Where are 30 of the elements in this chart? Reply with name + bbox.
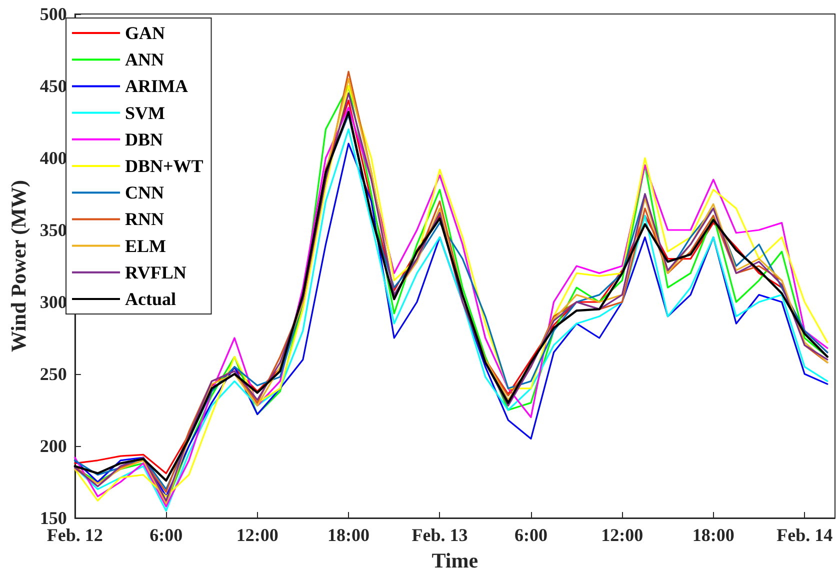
legend-label: DBN+WT — [125, 156, 204, 176]
legend-label: RNN — [125, 209, 164, 230]
y-tick-label: 350 — [40, 220, 67, 240]
legend-label: ANN — [125, 50, 164, 70]
y-tick-label: 400 — [40, 148, 67, 168]
x-tick-label: Feb. 14 — [776, 525, 833, 545]
x-tick-label: 18:00 — [692, 525, 734, 545]
legend-label: DBN — [125, 129, 164, 150]
x-tick-label: 6:00 — [150, 525, 183, 545]
legend-label: ELM — [125, 236, 166, 256]
legend-label: SVM — [125, 102, 166, 123]
y-tick-label: 450 — [40, 76, 67, 96]
y-tick-label: 250 — [40, 364, 67, 384]
legend-label: Actual — [125, 289, 176, 309]
legend-label: ARIMA — [125, 76, 188, 96]
x-tick-label: Feb. 13 — [412, 525, 468, 545]
y-tick-label: 300 — [40, 292, 67, 312]
x-tick-label: 18:00 — [328, 525, 370, 545]
x-tick-label: 12:00 — [236, 525, 278, 545]
x-tick-label: 6:00 — [514, 525, 548, 545]
x-tick-label: Feb. 12 — [46, 525, 103, 545]
x-tick-label: 12:00 — [601, 525, 644, 545]
legend-label: CNN — [125, 182, 164, 203]
y-tick-label: 150 — [40, 508, 67, 528]
y-axis-title: Wind Power (MW) — [6, 180, 30, 352]
legend-label: GAN — [125, 23, 165, 43]
y-tick-label: 500 — [40, 4, 67, 24]
y-tick-label: 200 — [40, 436, 67, 456]
legend-label: RVFLN — [125, 262, 186, 282]
x-axis-title: Time — [432, 548, 478, 572]
